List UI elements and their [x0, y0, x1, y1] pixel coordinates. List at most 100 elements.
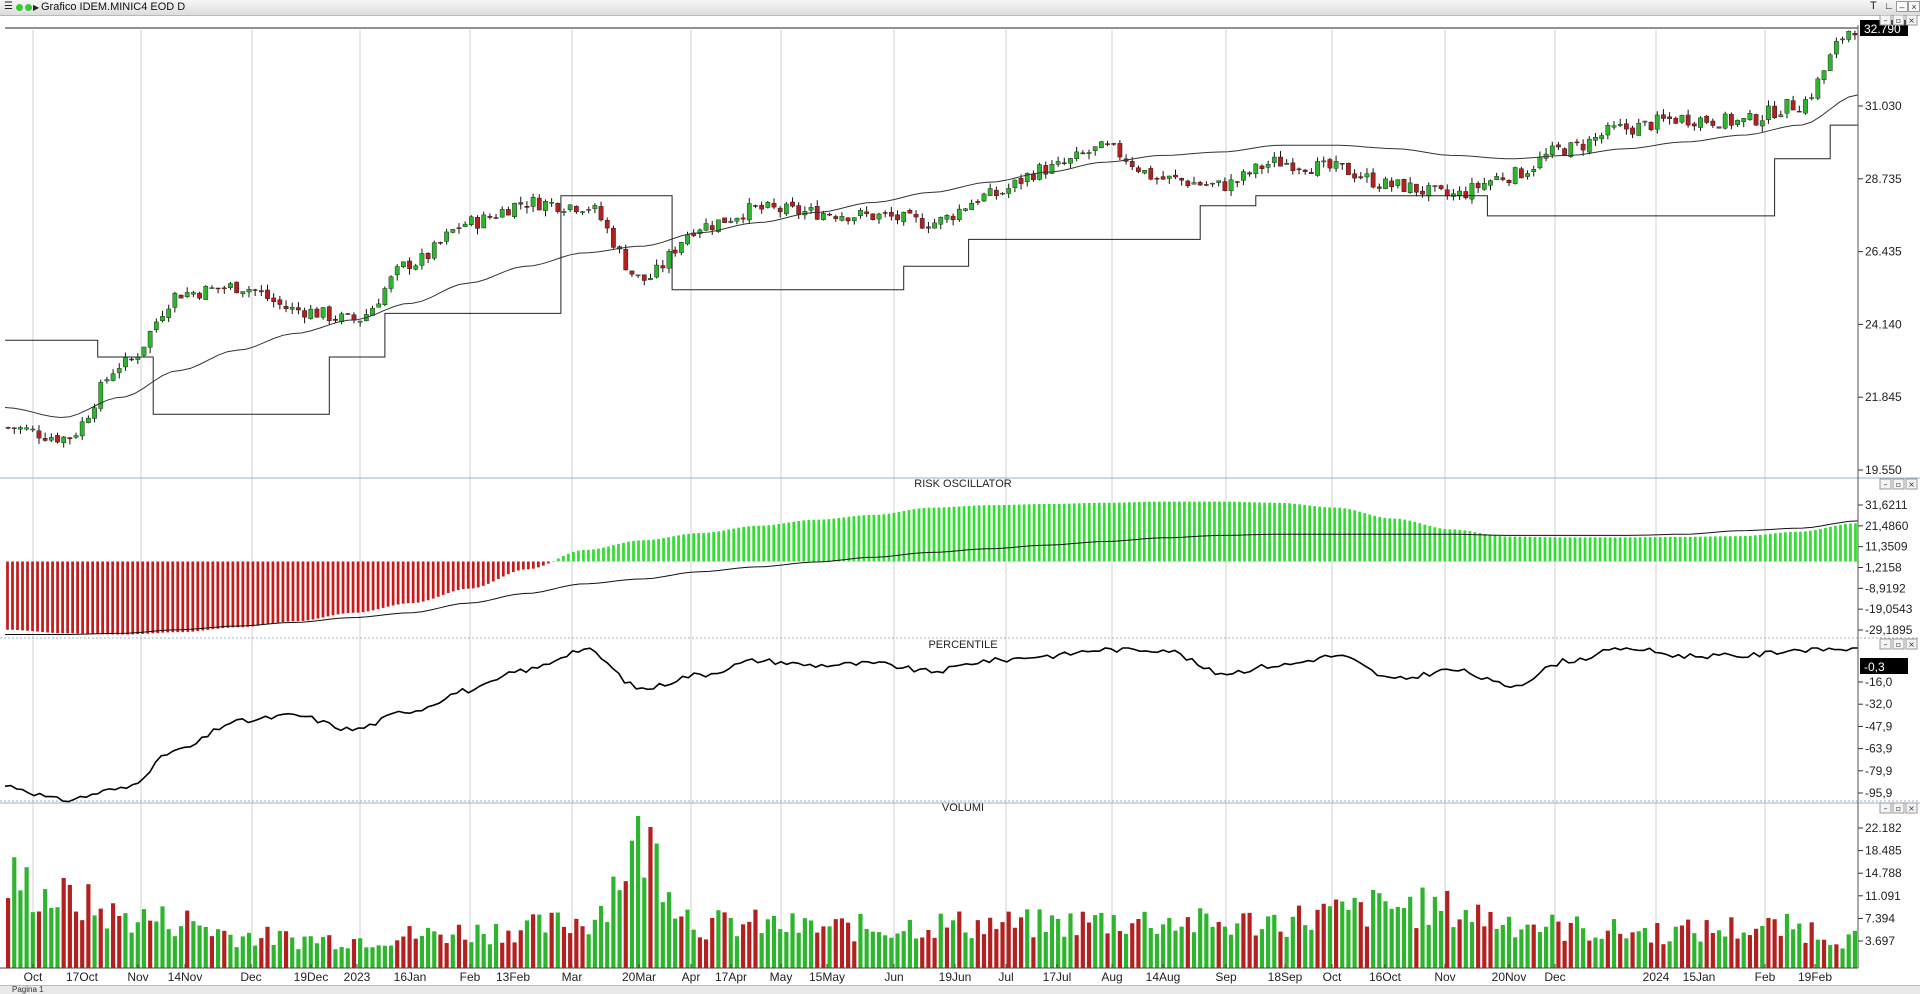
candle-body: [277, 299, 283, 305]
volume-bar: [166, 929, 171, 968]
candle-body: [611, 227, 616, 248]
candle-body: [709, 225, 715, 230]
candle-body: [209, 287, 215, 289]
volume-bar: [73, 911, 79, 968]
tab-page-1[interactable]: Pagina 1: [12, 985, 44, 994]
candle-body: [487, 216, 493, 218]
last-price-badge-text: 32.790: [1864, 22, 1901, 36]
volume-bar: [747, 921, 752, 968]
oscillator-panel-close-button[interactable]: ×: [1905, 478, 1918, 490]
price-panel: [4, 27, 1859, 448]
candle-body: [98, 382, 104, 409]
volume-bar: [129, 932, 134, 968]
volume-bar: [1445, 890, 1450, 968]
volume-bar: [1191, 932, 1197, 968]
volume-bar: [30, 912, 35, 968]
percentile-panel-minimize-button[interactable]: –: [1879, 638, 1892, 650]
volume-bar: [1630, 932, 1635, 968]
volume-bar: [771, 915, 777, 968]
candle-body: [580, 211, 585, 213]
x-tick-label: Feb: [1755, 970, 1776, 984]
candle-body: [1228, 179, 1234, 191]
close-button[interactable]: ×: [1908, 1, 1920, 12]
volume-bar: [1099, 912, 1104, 968]
percentile-panel: [4, 647, 1858, 803]
volume-bar: [988, 917, 993, 968]
volume-bar: [98, 908, 103, 968]
candle-body: [1173, 174, 1178, 178]
price-panel-minimize-button[interactable]: –: [1879, 15, 1892, 26]
candle-body: [86, 417, 91, 423]
oscillator-panel-minimize-button[interactable]: –: [1879, 478, 1892, 490]
candle-body: [851, 217, 857, 222]
play-icon[interactable]: ▶: [33, 3, 40, 12]
volume-bar: [1414, 928, 1419, 968]
volume-bar: [673, 918, 678, 968]
volume-bar: [1086, 922, 1092, 968]
x-tick-label: 20Nov: [1492, 970, 1527, 984]
volume-bar: [1185, 917, 1190, 968]
x-tick-label: Dec: [1544, 970, 1565, 984]
volume-bar: [1729, 917, 1734, 968]
minimize-button[interactable]: –: [1896, 1, 1908, 12]
volume-bar: [802, 918, 807, 968]
chart-icon[interactable]: ∟: [1884, 1, 1894, 12]
candle-body: [1037, 164, 1042, 180]
candle-body: [728, 220, 734, 223]
price-panel-maximize-button[interactable]: ▫: [1892, 15, 1905, 26]
volume-bar: [370, 947, 375, 968]
volume-panel-maximize-button[interactable]: ▫: [1892, 802, 1905, 814]
volume-bar: [765, 919, 770, 968]
volume-bar: [191, 921, 196, 968]
volume-bar: [160, 906, 165, 968]
percentile-last-badge: -0,3: [1860, 658, 1908, 674]
volume-bar: [123, 913, 128, 968]
candle-body: [783, 203, 789, 215]
candle-body: [543, 201, 548, 211]
percentile-panel-maximize-button[interactable]: ▫: [1892, 638, 1905, 650]
oscillator-panel-minimize-glyph: –: [1884, 480, 1888, 489]
volume-panel-close-button[interactable]: ×: [1905, 802, 1918, 814]
volume-bar: [592, 919, 597, 968]
candle-body: [1142, 170, 1147, 174]
x-tick-label: 17Apr: [715, 970, 747, 984]
candle-body: [1735, 119, 1740, 125]
candle-body: [1617, 124, 1623, 126]
volume-bar: [1093, 915, 1098, 968]
volume-bar: [1655, 923, 1660, 968]
price-panel-close-button[interactable]: ×: [1905, 15, 1918, 26]
volume-bar: [351, 939, 357, 968]
volume-bar: [506, 930, 511, 968]
candle-body: [382, 288, 388, 305]
candle-body: [394, 266, 400, 276]
percentile-panel-close-button[interactable]: ×: [1905, 638, 1918, 650]
volume-bar: [271, 945, 276, 968]
candle-body: [1259, 165, 1265, 169]
x-tick-label: Jun: [884, 970, 903, 984]
candle-body: [203, 285, 209, 300]
candle-body: [672, 249, 678, 254]
candle-body: [1315, 161, 1320, 176]
candle-body: [1370, 172, 1376, 188]
volume-bar: [1463, 909, 1468, 968]
candle-body: [1778, 114, 1784, 117]
volume-panel-minimize-button[interactable]: –: [1879, 802, 1892, 814]
candle-body: [1593, 137, 1598, 141]
oscillator-panel-maximize-button[interactable]: ▫: [1892, 478, 1905, 490]
candle-body: [1352, 173, 1357, 179]
candle-body: [1704, 115, 1710, 123]
volume-bar: [1500, 924, 1505, 968]
x-tick-label: 14Nov: [168, 970, 203, 984]
volume-bar: [1537, 932, 1542, 968]
window-title: Grafico IDEM.MINIC4 EOD D: [41, 1, 186, 13]
volume-bar: [339, 946, 344, 968]
oscillator-panel-close-glyph: ×: [1908, 480, 1915, 489]
volume-bar: [1266, 916, 1271, 968]
text-icon[interactable]: T: [1870, 0, 1877, 12]
candle-body: [1049, 164, 1055, 174]
candle-body: [1741, 118, 1747, 123]
volume-bar: [685, 909, 690, 968]
candle-body: [765, 202, 771, 208]
menu-icon[interactable]: ☰: [4, 1, 13, 12]
volume-bar: [1105, 933, 1110, 968]
